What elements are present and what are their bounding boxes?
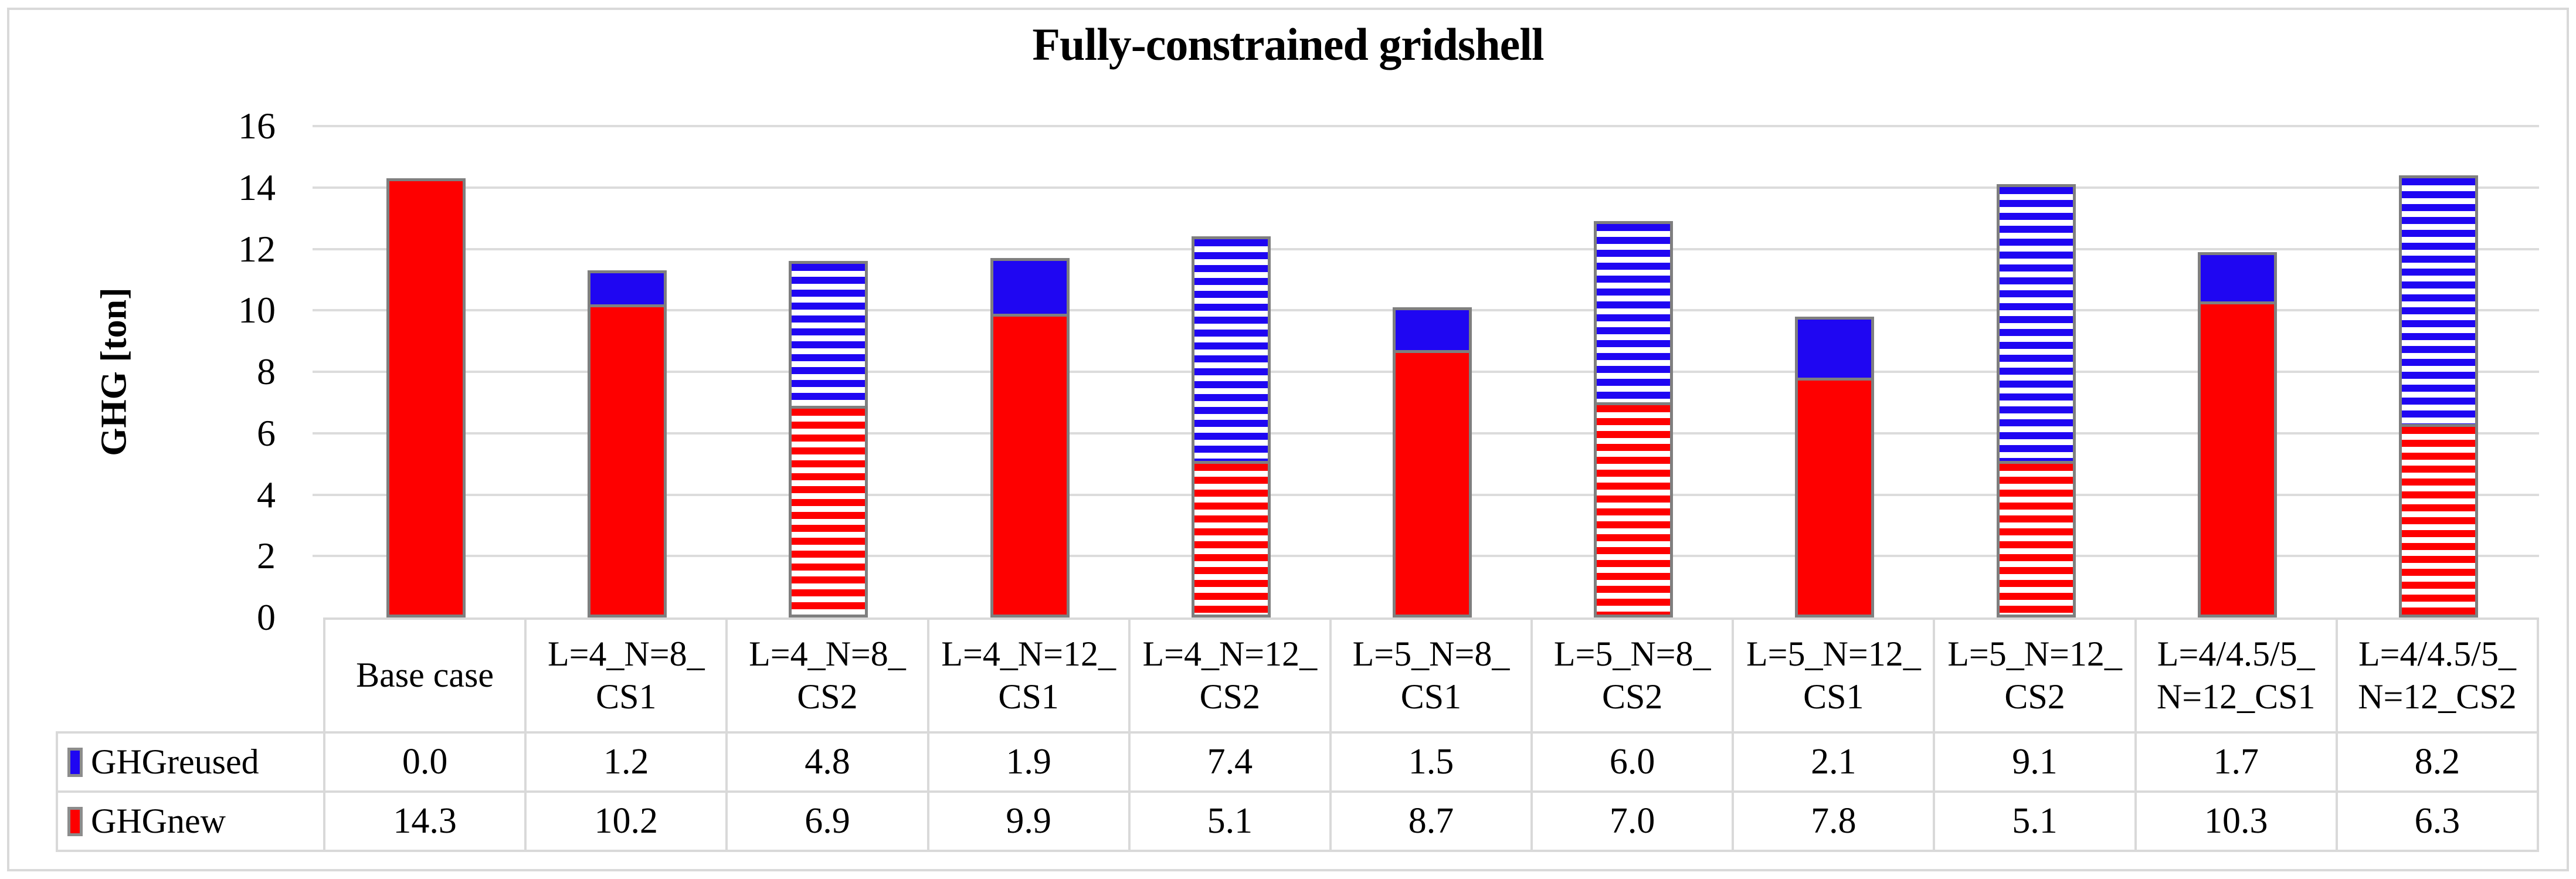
chart-title: Fully-constrained gridshell <box>1032 19 1544 70</box>
category-header-cell: L=4_N=12_ CS1 <box>929 617 1131 734</box>
table-corner-cell <box>56 617 325 734</box>
table-value-cell: 5.1 <box>1935 793 2137 852</box>
bar-segment-ghgnew <box>990 313 1070 617</box>
table-value-cell: 5.1 <box>1130 793 1332 852</box>
y-tick-label: 4 <box>257 473 276 515</box>
table-value-cell: 1.9 <box>929 734 1131 793</box>
stacked-bar <box>386 178 466 617</box>
table-value-cell: 10.3 <box>2136 793 2338 852</box>
bar-segment-ghgreused <box>588 270 667 307</box>
y-tick-label: 12 <box>238 228 276 270</box>
bar-column <box>1935 126 2136 617</box>
stacked-bar <box>1191 236 1271 617</box>
bar-segment-ghgnew <box>1795 378 1875 617</box>
bar-segment-ghgnew <box>386 178 466 617</box>
table-value-cell: 7.0 <box>1533 793 1735 852</box>
table-value-cell: 6.9 <box>728 793 929 852</box>
bar-segment-ghgreused <box>1594 221 1674 406</box>
table-value-cell: 7.8 <box>1734 793 1936 852</box>
bar-segment-ghgnew <box>1996 460 2076 617</box>
legend-swatch-icon <box>67 747 83 777</box>
table-value-cell: 6.0 <box>1533 734 1735 793</box>
category-header-cell: Base case <box>325 617 527 734</box>
legend-swatch-icon <box>67 806 83 836</box>
stacked-bar <box>1996 184 2076 617</box>
table-value-cell: 1.5 <box>1331 734 1533 793</box>
category-header-cell: L=4_N=8_ CS1 <box>527 617 728 734</box>
stacked-bar <box>1594 221 1674 617</box>
bar-segment-ghgnew <box>789 405 868 617</box>
table-value-cell: 7.4 <box>1130 734 1332 793</box>
stacked-bar <box>1392 307 1472 617</box>
bar-column <box>2338 126 2539 617</box>
bar-column <box>1734 126 1935 617</box>
stacked-bar <box>990 258 1070 617</box>
table-value-cell: 9.9 <box>929 793 1131 852</box>
legend-cell: GHGnew <box>56 793 325 852</box>
y-tick-label: 8 <box>257 351 276 392</box>
table-value-cell: 4.8 <box>728 734 929 793</box>
category-header-cell: L=5_N=12_ CS2 <box>1935 617 2137 734</box>
stacked-bar <box>2197 252 2277 617</box>
bar-segment-ghgreused <box>789 261 868 409</box>
legend-label: GHGnew <box>91 801 226 840</box>
bar-column <box>728 126 929 617</box>
gridline <box>313 125 2539 127</box>
bar-segment-ghgnew <box>2197 301 2277 617</box>
table-value-cell: 1.7 <box>2136 734 2338 793</box>
bar-segment-ghgnew <box>588 304 667 617</box>
bar-column <box>2137 126 2338 617</box>
bar-column <box>1533 126 1734 617</box>
table-value-cell: 6.3 <box>2337 793 2539 852</box>
bar-segment-ghgnew <box>1594 402 1674 617</box>
category-header-cell: L=4_N=12_ CS2 <box>1130 617 1332 734</box>
bar-segment-ghgreused <box>990 258 1070 317</box>
y-tick-label: 6 <box>257 412 276 454</box>
table-value-cell: 0.0 <box>325 734 527 793</box>
legend-label: GHGreused <box>91 742 259 781</box>
bar-segment-ghgreused <box>2197 252 2277 304</box>
bar-segment-ghgreused <box>1191 236 1271 464</box>
legend-cell: GHGreused <box>56 734 325 793</box>
bar-segment-ghgreused <box>1996 184 2076 464</box>
stacked-bar <box>1795 316 1875 617</box>
table-value-cell: 9.1 <box>1935 734 2137 793</box>
table-value-cell: 1.2 <box>527 734 728 793</box>
gridline <box>313 247 2539 250</box>
category-header-cell: L=5_N=8_ CS1 <box>1331 617 1533 734</box>
stacked-bar <box>588 270 667 617</box>
category-header-cell: L=4_N=8_ CS2 <box>728 617 929 734</box>
table-value-cell: 14.3 <box>325 793 527 852</box>
bar-column <box>527 126 728 617</box>
stacked-bar <box>789 261 868 617</box>
bar-segment-ghgreused <box>1795 316 1875 381</box>
table-value-cell: 10.2 <box>527 793 728 852</box>
table-value-cell: 8.7 <box>1331 793 1533 852</box>
stacked-bar <box>2398 175 2478 617</box>
y-tick-label: 0 <box>257 596 276 638</box>
data-table: Base case L=4_N=8_ CS1 L=4_N=8_ CS2 L=4_N=1… <box>56 617 2539 852</box>
bar-column <box>929 126 1131 617</box>
y-tick-label: 14 <box>238 166 276 208</box>
category-header-cell: L=5_N=12_ CS1 <box>1734 617 1936 734</box>
table-value-cell: 8.2 <box>2337 734 2539 793</box>
y-tick-label: 10 <box>238 289 276 331</box>
category-header-cell: L=5_N=8_ CS2 <box>1533 617 1735 734</box>
bar-segment-ghgreused <box>1392 307 1472 354</box>
gridline <box>313 186 2539 189</box>
table-value-cell: 2.1 <box>1734 734 1936 793</box>
plot-area <box>313 125 2539 617</box>
bar-segment-ghgnew <box>1392 350 1472 617</box>
category-header-cell: L=4/4.5/5_ N=12_CS1 <box>2136 617 2338 734</box>
y-tick-label: 2 <box>257 535 276 577</box>
bar-segment-ghgnew <box>2398 424 2478 617</box>
category-header-cell: L=4/4.5/5_ N=12_CS2 <box>2337 617 2539 734</box>
bar-segment-ghgreused <box>2398 175 2478 427</box>
bar-column <box>1332 126 1533 617</box>
y-tick-label: 16 <box>238 105 276 147</box>
bar-segment-ghgnew <box>1191 460 1271 617</box>
bar-column <box>1131 126 1332 617</box>
bar-column <box>325 126 527 617</box>
